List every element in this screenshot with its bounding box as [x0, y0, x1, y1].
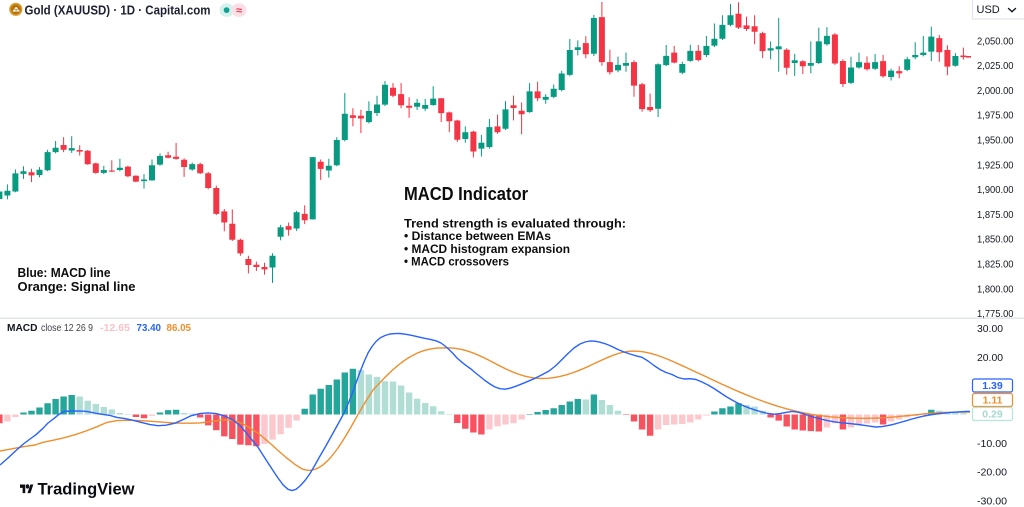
svg-text:1,850.00: 1,850.00: [977, 234, 1014, 246]
svg-text:• MACD crossovers: • MACD crossovers: [404, 255, 509, 269]
svg-text:Trend strength is evaluated th: Trend strength is evaluated through:: [404, 217, 626, 231]
svg-text:≈: ≈: [236, 5, 242, 17]
svg-text:86.05: 86.05: [167, 322, 192, 334]
svg-text:1,925.00: 1,925.00: [977, 159, 1014, 171]
svg-text:MACD Indicator: MACD Indicator: [404, 183, 528, 204]
svg-text:USD: USD: [977, 4, 1000, 16]
svg-text:Orange: Signal line: Orange: Signal line: [18, 279, 136, 294]
svg-text:2,000.00: 2,000.00: [977, 85, 1014, 97]
svg-text:73.40: 73.40: [137, 322, 162, 334]
svg-text:1,875.00: 1,875.00: [977, 209, 1014, 221]
svg-text:TradingView: TradingView: [38, 481, 135, 499]
svg-text:1,825.00: 1,825.00: [977, 259, 1014, 271]
svg-text:-30.00: -30.00: [977, 495, 1007, 507]
svg-text:1,975.00: 1,975.00: [977, 110, 1014, 122]
svg-text:close 12 26 9: close 12 26 9: [41, 322, 93, 334]
svg-text:2,050.00: 2,050.00: [977, 35, 1014, 47]
svg-text:1,900.00: 1,900.00: [977, 184, 1014, 196]
svg-text:-10.00: -10.00: [977, 438, 1007, 450]
svg-text:-12.65: -12.65: [100, 322, 130, 334]
svg-text:1,800.00: 1,800.00: [977, 283, 1014, 295]
svg-text:• Distance between EMAs: • Distance between EMAs: [404, 229, 551, 243]
svg-text:Gold (XAUUSD) · 1D · Capital.c: Gold (XAUUSD) · 1D · Capital.com: [25, 3, 211, 18]
svg-text:20.00: 20.00: [977, 352, 1003, 364]
svg-text:Blue: MACD line: Blue: MACD line: [18, 265, 111, 280]
svg-text:-20.00: -20.00: [977, 467, 1007, 479]
svg-text:30.00: 30.00: [977, 323, 1003, 335]
svg-text:1.39: 1.39: [982, 380, 1003, 392]
svg-text:1,950.00: 1,950.00: [977, 135, 1014, 147]
svg-text:2,025.00: 2,025.00: [977, 60, 1014, 72]
svg-text:MACD: MACD: [7, 322, 38, 334]
svg-text:1.11: 1.11: [983, 395, 1003, 407]
svg-text:1,775.00: 1,775.00: [977, 308, 1014, 320]
svg-text:• MACD histogram expansion: • MACD histogram expansion: [404, 242, 570, 256]
svg-text:0.29: 0.29: [982, 409, 1003, 421]
